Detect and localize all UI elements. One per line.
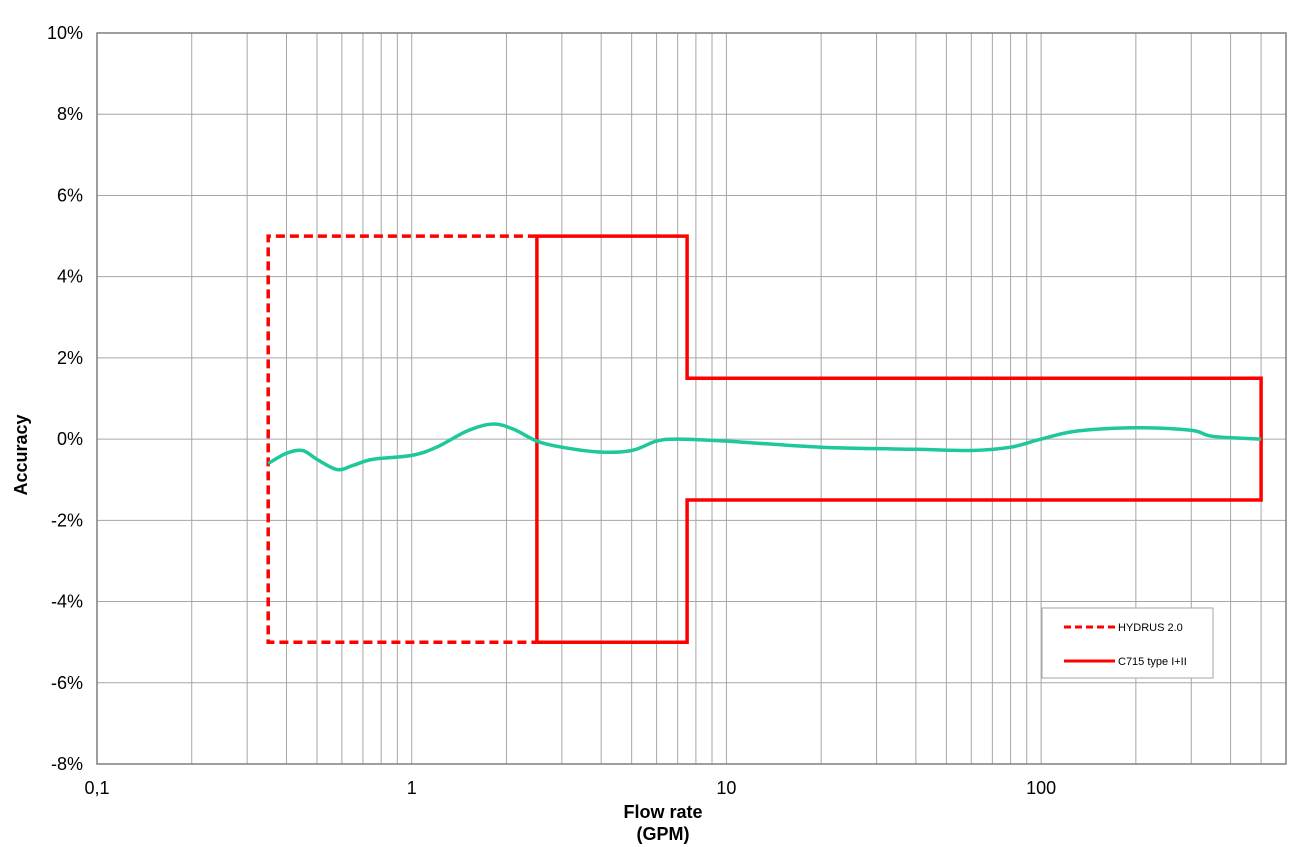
x-tick-labels: 0,1 1 10 100	[84, 778, 1056, 798]
legend-label-c715: C715 type I+II	[1118, 656, 1187, 668]
series-layer	[266, 234, 1263, 644]
y-tick-label: -4%	[51, 592, 83, 612]
y-tick-label: 8%	[57, 104, 83, 124]
y-tick-label: 6%	[57, 185, 83, 205]
legend-box	[1041, 607, 1214, 679]
x-axis-title: Flow rate	[623, 802, 702, 822]
x-axis-unit: (GPM)	[637, 824, 690, 844]
y-tick-label: 4%	[57, 267, 83, 287]
measured-accuracy-line	[267, 422, 1262, 472]
y-tick-label: 0%	[57, 429, 83, 449]
y-tick-label: 10%	[47, 23, 83, 43]
x-tick-label: 1	[407, 778, 417, 798]
hydrus-limit-line	[266, 234, 537, 644]
legend: HYDRUS 2.0 C715 type I+II	[1041, 607, 1214, 679]
x-tick-label: 0,1	[84, 778, 109, 798]
plot-frame	[96, 32, 1287, 765]
y-axis-title: Accuracy	[11, 414, 31, 495]
x-tick-label: 100	[1026, 778, 1056, 798]
y-tick-label: -2%	[51, 510, 83, 530]
y-tick-label: 2%	[57, 348, 83, 368]
y-tick-label: -8%	[51, 754, 83, 774]
y-tick-label: -6%	[51, 673, 83, 693]
c715-limit-line	[535, 234, 1263, 644]
x-tick-label: 10	[716, 778, 736, 798]
y-tick-labels: 10% 8% 6% 4% 2% 0% -2% -4% -6% -8%	[47, 23, 83, 774]
legend-label-hydrus: HYDRUS 2.0	[1118, 622, 1183, 634]
